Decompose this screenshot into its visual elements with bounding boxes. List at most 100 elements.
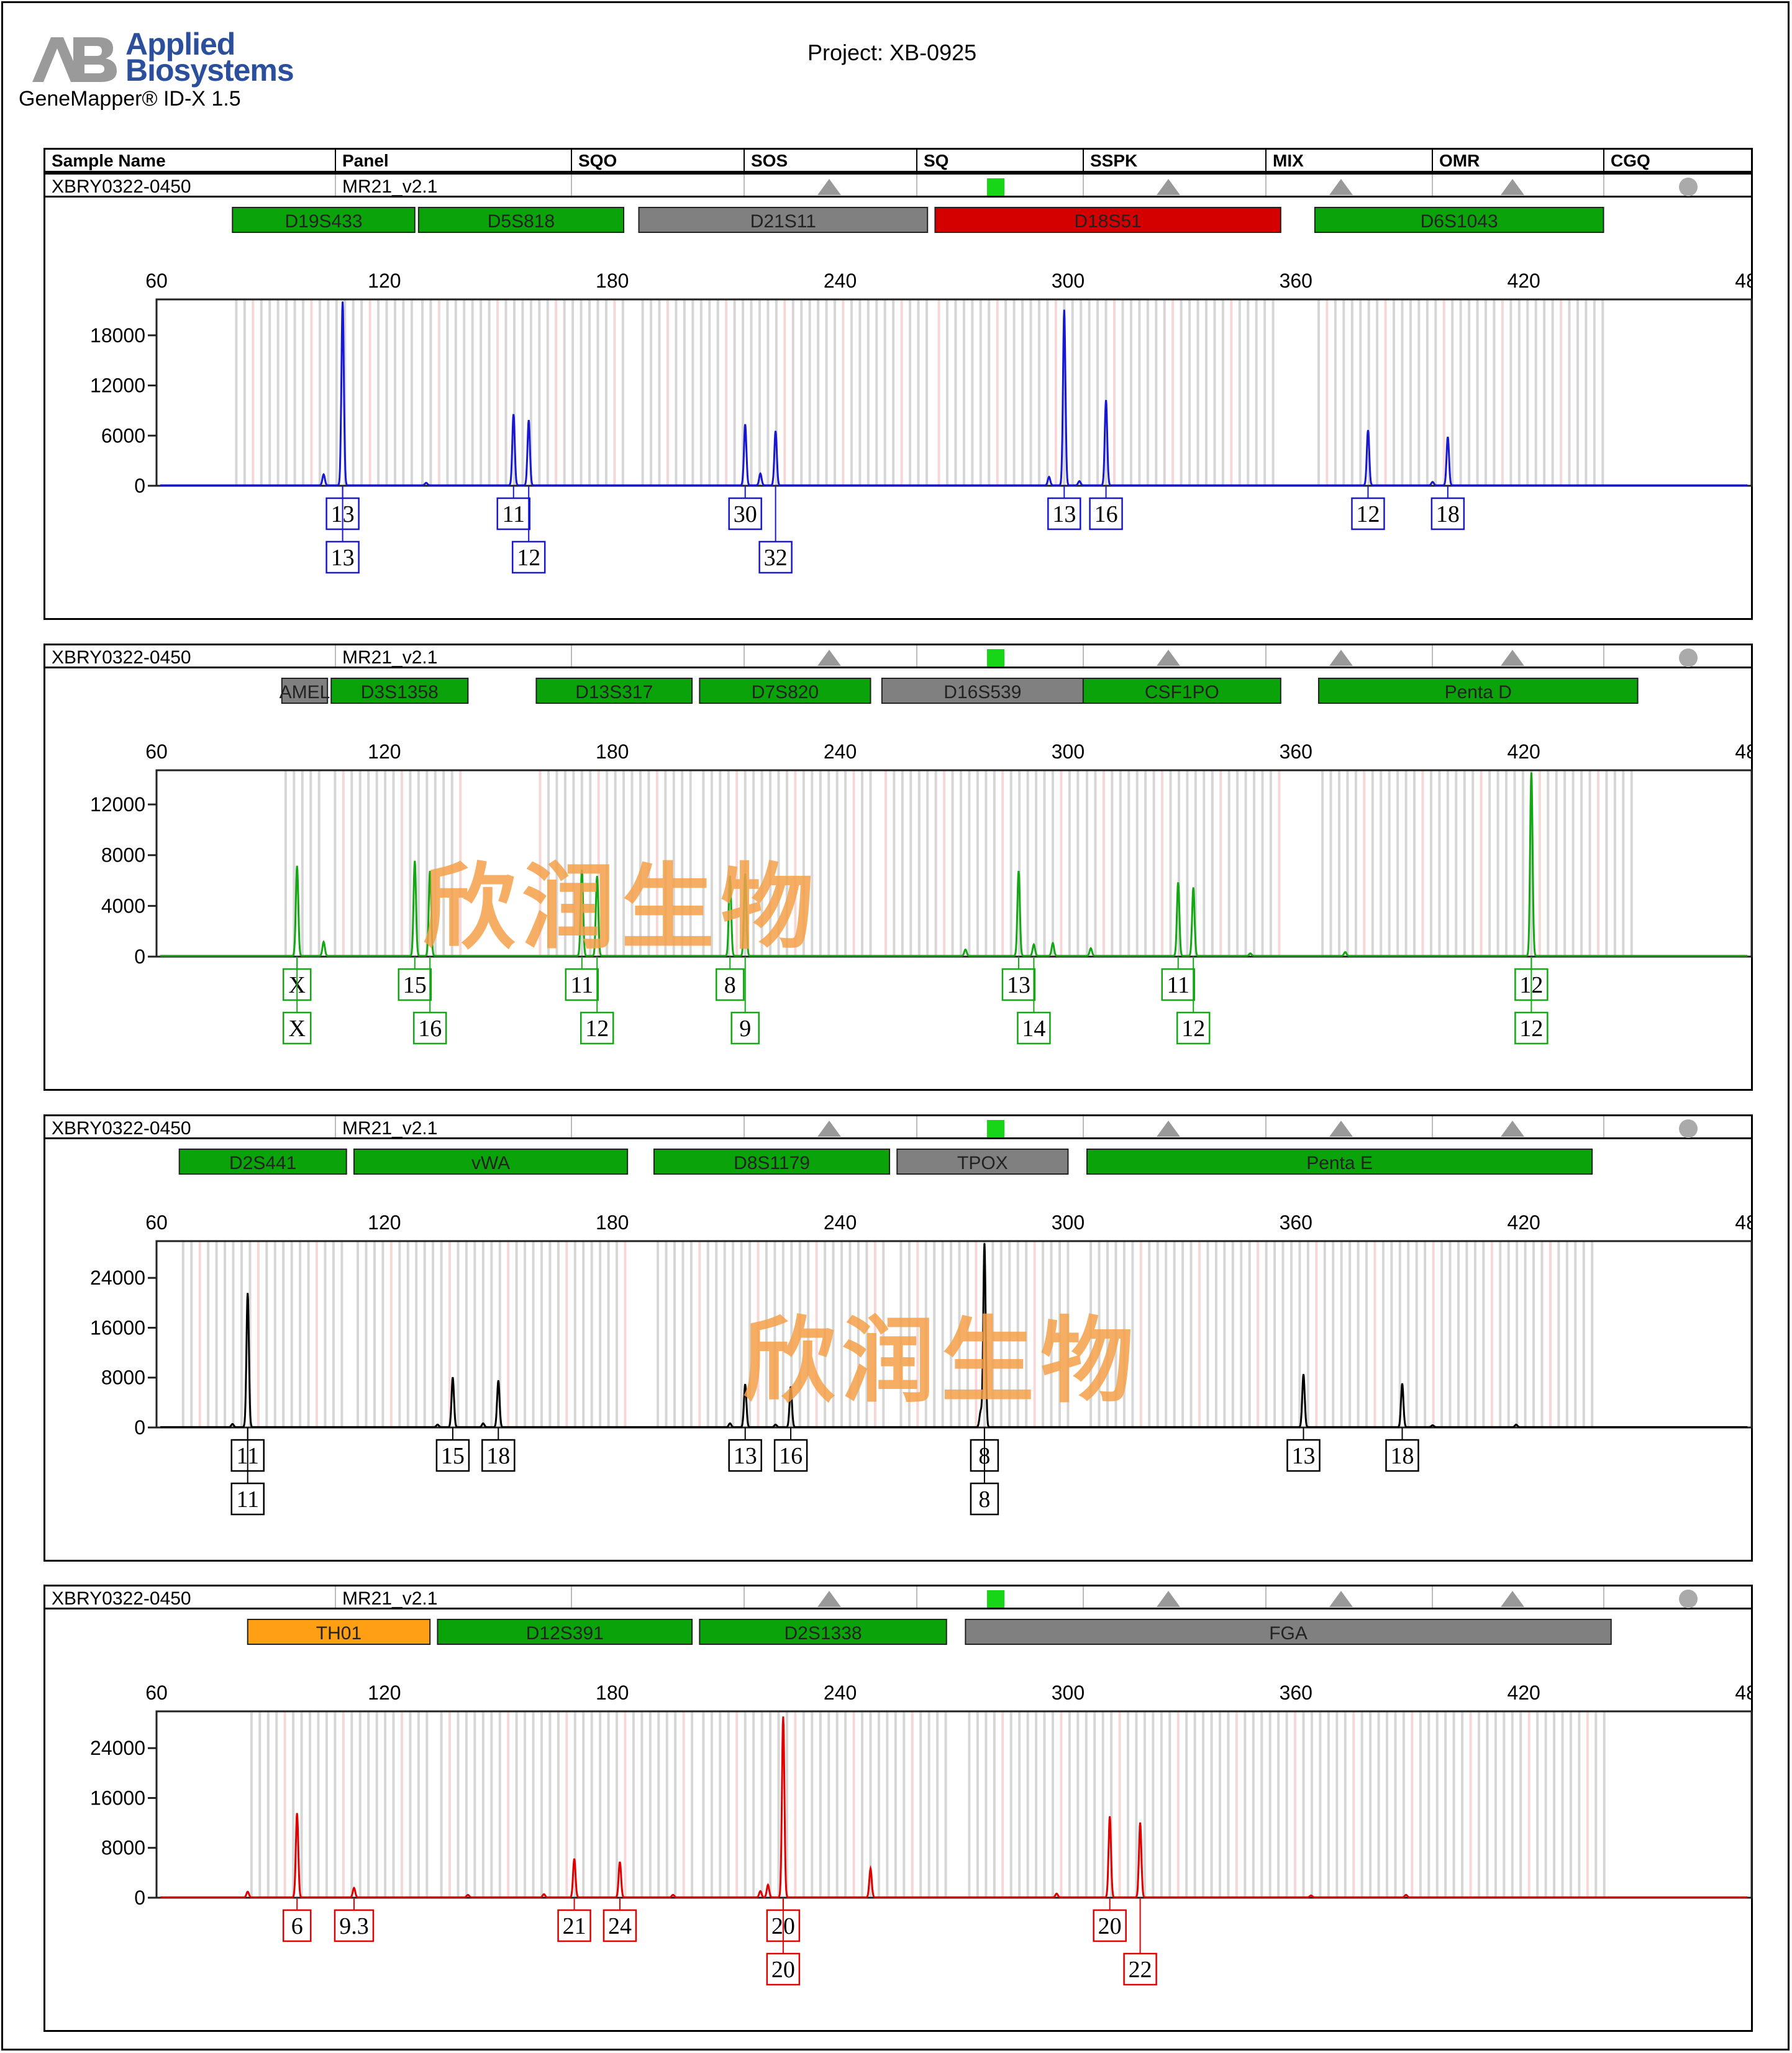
peak-point[interactable] [467,1894,469,1896]
peak-point[interactable] [672,1894,674,1896]
allele-label[interactable]: 8 [716,957,745,1001]
peak-point[interactable] [437,1424,439,1426]
peak-point[interactable] [296,1813,298,1814]
allele-label[interactable]: 8 [970,1427,999,1516]
peak-point[interactable] [1303,1373,1304,1375]
peak-point[interactable] [729,1423,731,1424]
peak-point[interactable] [296,866,298,868]
allele-label[interactable]: 9.3 [334,1898,375,1942]
peak-point[interactable] [1405,1894,1407,1896]
electropherogram-plot[interactable]: AMEL D3S1358 D13S317 D7S820 D16S539 CSF1PO Pen… [43,668,1753,1091]
column-sspk[interactable]: SSPK [1083,150,1265,171]
peak-point[interactable] [1447,436,1449,438]
marker-bar[interactable]: D8S1179 [653,1149,891,1175]
peak-point[interactable] [498,1380,499,1382]
column-cgq[interactable]: CGQ [1603,150,1755,171]
marker-bar[interactable]: Penta E [1086,1149,1593,1175]
peak-point[interactable] [744,873,746,875]
peak-point[interactable] [1109,1816,1111,1818]
allele-label[interactable]: 15 [435,1427,470,1472]
marker-bar[interactable]: FGA [965,1619,1612,1645]
peak-point[interactable] [744,424,746,426]
marker-bar[interactable]: TPOX [896,1149,1069,1175]
allele-label[interactable]: 11 [1161,957,1195,1001]
allele-label[interactable]: 13 [728,1427,762,1472]
allele-label[interactable]: 12 [580,957,614,1045]
peak-point[interactable] [232,1423,234,1425]
peak-point[interactable] [1401,1383,1403,1385]
marker-bar[interactable]: D5S818 [417,207,625,233]
peak-point[interactable] [870,1868,871,1870]
peak-point[interactable] [429,871,431,873]
peak-point[interactable] [790,1386,792,1388]
marker-bar[interactable]: TH01 [247,1619,431,1645]
peak-point[interactable] [323,474,325,476]
peak-point[interactable] [1090,948,1092,950]
peak-point[interactable] [1344,952,1346,954]
allele-label[interactable]: 21 [557,1898,591,1942]
allele-label[interactable]: 16 [412,957,447,1045]
peak-point[interactable] [247,1293,248,1295]
column-mix[interactable]: MIX [1265,150,1432,171]
allele-label[interactable]: 18 [481,1427,516,1472]
allele-label[interactable]: 20 [1093,1898,1127,1942]
peak-point[interactable] [323,942,325,944]
allele-label[interactable]: 20 [766,1898,801,1986]
peak-point[interactable] [980,1411,981,1413]
allele-label[interactable]: 11 [565,957,599,1001]
peak-point[interactable] [1515,1424,1517,1426]
peak-point[interactable] [512,414,514,416]
peak-point[interactable] [596,876,598,878]
peak-point[interactable] [1310,1895,1312,1896]
peak-point[interactable] [1139,1822,1141,1824]
marker-bar[interactable]: D6S1043 [1314,207,1604,233]
marker-bar[interactable]: vWA [353,1149,629,1175]
marker-bar[interactable]: D18S51 [934,207,1281,233]
peak-point[interactable] [760,473,762,475]
allele-label[interactable]: 12 [1351,486,1385,530]
peak-point[interactable] [1078,481,1080,483]
marker-bar[interactable]: D2S441 [178,1149,347,1175]
peak-point[interactable] [767,1884,769,1886]
allele-label[interactable]: 13 [1286,1427,1321,1472]
peak-point[interactable] [1530,772,1532,773]
marker-bar[interactable]: D19S433 [232,207,416,233]
peak-point[interactable] [1017,871,1019,873]
marker-bar[interactable]: D3S1358 [330,678,469,704]
column-sqo[interactable]: SQO [571,150,744,171]
allele-label[interactable]: X [282,957,312,1045]
column-panel[interactable]: Panel [335,150,571,171]
allele-label[interactable]: 12 [1514,957,1549,1045]
allele-label[interactable]: 18 [1430,486,1465,530]
peak-point[interactable] [760,1890,762,1892]
sample-status-row[interactable]: XBRY0322-0450 MR21_v2.1 [43,173,1753,198]
marker-bar[interactable]: D16S539 [881,678,1084,704]
allele-label[interactable]: 11 [496,486,530,530]
allele-label[interactable]: 18 [1385,1427,1419,1472]
peak-point[interactable] [573,1858,575,1860]
peak-point[interactable] [543,1893,545,1895]
allele-label[interactable]: 30 [728,486,762,530]
peak-point[interactable] [1432,1424,1434,1426]
peak-point[interactable] [342,301,343,303]
peak-point[interactable] [729,876,731,878]
marker-bar[interactable]: Penta D [1317,678,1639,704]
peak-point[interactable] [782,1716,784,1718]
peak-point[interactable] [581,870,583,872]
peak-point[interactable] [1367,430,1369,432]
peak-point[interactable] [528,420,530,422]
peak-point[interactable] [1193,887,1194,889]
allele-label[interactable]: 15 [398,957,432,1001]
allele-label[interactable]: 32 [758,486,793,574]
sample-status-row[interactable]: XBRY0322-0450 MR21_v2.1 [43,1585,1753,1609]
peak-point[interactable] [247,1891,248,1893]
peak-point[interactable] [325,485,327,486]
allele-label[interactable]: 12 [511,486,546,574]
allele-label[interactable]: 13 [1047,486,1081,530]
allele-label[interactable]: 16 [1089,486,1123,530]
column-sample-name[interactable]: Sample Name [52,151,166,170]
allele-label[interactable]: 13 [1001,957,1036,1001]
peak-point[interactable] [1063,309,1065,311]
sample-status-row[interactable]: XBRY0322-0450 MR21_v2.1 [43,1114,1753,1139]
